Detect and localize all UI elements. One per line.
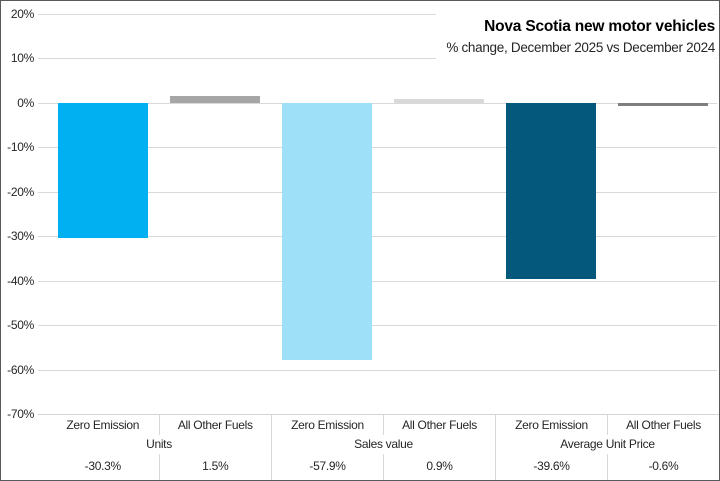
category-label-sales-value-zero-emission: Zero Emission <box>291 418 364 432</box>
y-tick-label-0: 0% <box>17 95 34 110</box>
category-label-row: Zero Emission All Other Fuels <box>272 415 495 435</box>
gridline-0 <box>38 102 717 104</box>
title-block: Nova Scotia new motor vehicles % change,… <box>436 14 716 60</box>
y-tick-label-20: 20% <box>10 7 34 21</box>
group-label-average-unit-price: Average Unit Price <box>560 437 655 451</box>
axis-group-sales-value: Zero Emission All Other Fuels Sales value -… <box>271 415 495 480</box>
plot-area <box>38 14 717 414</box>
category-label-average-unit-price-all-other-fuels: All Other Fuels <box>607 415 719 435</box>
value-sales-value-all-other-fuels: 0.9% <box>383 454 495 480</box>
y-tick-label--30: -30% <box>7 229 34 244</box>
value-row: -30.3% 1.5% <box>47 454 271 480</box>
gridline--20 <box>38 191 717 193</box>
y-tick-label--40: -40% <box>7 273 34 288</box>
group-label-sales-value: Sales value <box>354 437 413 451</box>
value-sales-value-zero-emission: -57.9% <box>309 459 346 473</box>
chart-title: Nova Scotia new motor vehicles <box>484 18 715 35</box>
value-row: -39.6% -0.6% <box>496 454 719 480</box>
axis-group-average-unit-price: Zero Emission All Other Fuels Average Unit… <box>495 415 719 480</box>
category-label-units-zero-emission: Zero Emission <box>66 418 140 432</box>
gridline-10 <box>38 58 717 60</box>
gridline--40 <box>38 280 717 282</box>
bar-average-unit-price-zero-emission <box>506 102 596 279</box>
bar-sales-value-all-other-fuels <box>394 98 484 103</box>
bar-units-zero-emission <box>58 102 148 238</box>
y-tick-label--20: -20% <box>7 184 34 199</box>
gridline--60 <box>38 369 717 371</box>
category-axis-table: Zero Emission All Other Fuels Units -30.3% 1… <box>38 414 719 480</box>
y-tick-label--60: -60% <box>7 362 34 377</box>
value-average-unit-price-zero-emission: -39.6% <box>533 459 570 473</box>
group-label-units: Units <box>146 437 172 451</box>
bar-sales-value-zero-emission <box>282 102 372 361</box>
bar-units-all-other-fuels <box>170 96 260 103</box>
y-tick-label--50: -50% <box>7 318 34 333</box>
gridline--10 <box>38 147 717 149</box>
y-axis: 20% 10% 0% -10% -20% -30% -40% -50% -60% -70% <box>1 1 34 480</box>
category-label-units-all-other-fuels: All Other Fuels <box>158 415 272 435</box>
value-units-zero-emission: -30.3% <box>84 459 122 473</box>
axis-group-units: Zero Emission All Other Fuels Units -30.3% 1… <box>47 415 271 480</box>
y-tick-label-10: 10% <box>10 51 34 66</box>
category-label-sales-value-all-other-fuels: All Other Fuels <box>383 415 495 435</box>
chart-subtitle: % change, December 2025 vs December 2024 <box>446 40 715 55</box>
category-label-row: Zero Emission All Other Fuels <box>496 415 719 435</box>
y-tick-label--10: -10% <box>7 140 34 155</box>
value-row: -57.9% 0.9% <box>272 454 495 480</box>
category-label-row: Zero Emission All Other Fuels <box>47 415 271 435</box>
value-average-unit-price-all-other-fuels: -0.6% <box>607 454 719 480</box>
value-units-all-other-fuels: 1.5% <box>158 454 272 480</box>
gridline-20 <box>38 14 717 15</box>
gridline--30 <box>38 236 717 238</box>
category-label-average-unit-price-zero-emission: Zero Emission <box>515 418 588 432</box>
bar-average-unit-price-all-other-fuels <box>618 102 708 106</box>
gridline--50 <box>38 325 717 327</box>
y-tick-label--70: -70% <box>7 407 34 421</box>
